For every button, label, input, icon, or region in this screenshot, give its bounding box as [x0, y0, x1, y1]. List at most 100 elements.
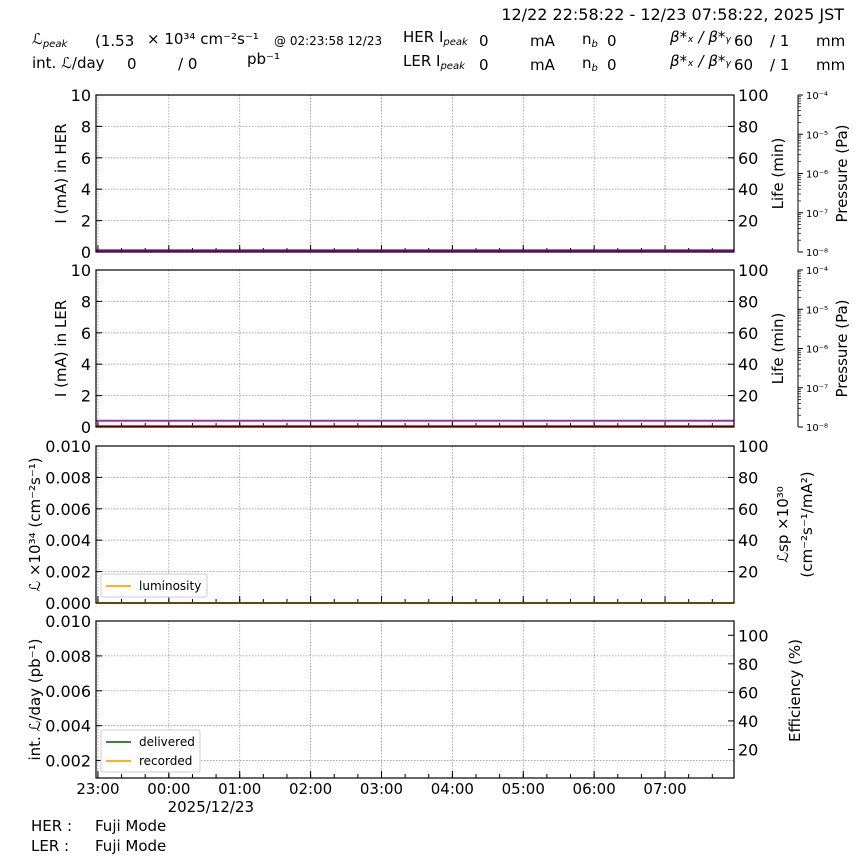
- right-y-tick-label: 40: [738, 355, 758, 374]
- legend: delivered recorded: [100, 729, 201, 773]
- ler-nb-value: 0: [607, 56, 617, 74]
- y-tick-label: 4: [81, 180, 91, 199]
- right-y-tick-label: 20: [738, 387, 758, 406]
- ler-beta-x: 60: [734, 56, 754, 74]
- her-nb-label: nb: [582, 32, 598, 50]
- right-y-tick-label: 20: [738, 212, 758, 231]
- legend-label: delivered: [139, 735, 195, 749]
- y-tick-label: 0.004: [45, 717, 91, 736]
- right-axis-label: ℒsp ×10³⁰: [774, 486, 792, 563]
- x-tick-label: 04:00: [431, 780, 474, 798]
- her-nb: n: [582, 30, 592, 48]
- her-sub: peak: [443, 37, 468, 48]
- right-y-tick-label: 60: [738, 324, 758, 343]
- ler-beta-unit: mm: [816, 56, 846, 74]
- pressure-tick-label: 10⁻⁵: [806, 130, 828, 141]
- panel-3: 0.000 0.002 0.004 0.006 0.008 0.010 20 40 60 80 10…: [26, 437, 816, 613]
- y-tick-label: 0: [81, 243, 91, 262]
- x-tick-label: 05:00: [502, 780, 545, 798]
- y-tick-label: 2: [81, 212, 91, 231]
- time-range: 12/22 22:58:22 - 12/23 07:58:22, 2025 JS…: [501, 5, 844, 24]
- lpeak-unit: × 10³⁴ cm⁻²s⁻¹: [147, 30, 259, 48]
- her-mode-label: HER :: [31, 817, 73, 835]
- y-tick-label: 0.008: [45, 647, 91, 666]
- legend-box: [100, 573, 208, 598]
- y-tick-label: 0.006: [45, 682, 91, 701]
- y-tick-label: 6: [81, 149, 91, 168]
- panel-2: 0 2 4 6 8 10 20 40 60 80 100 I (mA) in LER Life (min…: [52, 261, 851, 437]
- right-y-tick-label: 40: [738, 180, 758, 199]
- y-axis-label: I (mA) in HER: [52, 123, 70, 223]
- lpeak-label: ℒpeak: [32, 32, 67, 50]
- right-y-tick-label: 60: [738, 149, 758, 168]
- right-y-tick-label: 40: [738, 712, 758, 731]
- pressure-tick-label: 10⁻⁶: [806, 170, 828, 181]
- right-axis-label-units: (cm⁻²s⁻¹/mA²): [798, 471, 816, 577]
- right-y-tick-label: 20: [738, 563, 758, 582]
- right-y-tick-label: 80: [738, 117, 758, 136]
- her-nb-value: 0: [607, 32, 617, 50]
- lpeak-value: (1.53: [95, 32, 135, 50]
- her-beta-y: / 1: [770, 32, 790, 50]
- her-ipeak-unit: mA: [530, 32, 555, 50]
- y-tick-label: 0.002: [45, 752, 91, 771]
- y-tick-label: 0.010: [45, 612, 91, 631]
- right-y-tick-label: 80: [738, 655, 758, 674]
- y-tick-label: 8: [81, 292, 91, 311]
- x-tick-label: 02:00: [289, 780, 332, 798]
- right-y-tick-label: 100: [738, 626, 769, 645]
- intl-total: / 0: [178, 55, 198, 73]
- right-y-tick-label: 80: [738, 468, 758, 487]
- right-y-tick-label: 100: [738, 437, 769, 456]
- pressure-tick-label: 10⁻⁵: [806, 305, 828, 316]
- y-axis-label: int. ℒ/day (pb⁻¹): [26, 639, 44, 761]
- y-tick-label: 8: [81, 117, 91, 136]
- y-tick-label: 6: [81, 324, 91, 343]
- legend: luminosity: [100, 573, 208, 598]
- right-y-tick-label: 100: [738, 86, 769, 105]
- right-axis-label: Efficiency (%): [786, 639, 804, 742]
- ler-label: LER I: [403, 52, 441, 70]
- intl-unit: pb⁻¹: [247, 50, 280, 68]
- panel-4: 0.002 0.004 0.006 0.008 0.010 20 40 60 80 100 int.…: [26, 612, 804, 816]
- plot-frame: [95, 269, 735, 428]
- her-ipeak-value: 0: [479, 32, 489, 50]
- ler-sub: peak: [440, 61, 465, 72]
- y-tick-label: 0.002: [45, 563, 91, 582]
- legend-label: luminosity: [139, 579, 201, 593]
- x-tick-label: 06:00: [573, 780, 616, 798]
- x-tick-label: 03:00: [360, 780, 403, 798]
- x-tick-label: 00:00: [147, 780, 190, 798]
- legend-label: recorded: [139, 754, 192, 768]
- pressure-tick-label: 10⁻⁸: [806, 423, 828, 434]
- y-axis-label: I (mA) in LER: [52, 300, 70, 397]
- y-tick-label: 0.004: [45, 531, 91, 550]
- panel-1: 0 2 4 6 8 10 20 40 60 80 100 I (mA) in HER Life (min…: [52, 86, 851, 262]
- ler-mode-label: LER :: [31, 837, 70, 855]
- y-tick-label: 0.010: [45, 437, 91, 456]
- ler-ipeak-label: LER Ipeak: [403, 54, 465, 72]
- right-y-tick-label: 60: [738, 683, 758, 702]
- y-tick-label: 0.008: [45, 468, 91, 487]
- y-tick-label: 2: [81, 387, 91, 406]
- pressure-tick-label: 10⁻⁷: [806, 384, 828, 395]
- ler-mode: Fuji Mode: [95, 837, 167, 855]
- ler-beta-label: β*ₓ / β*ᵧ: [670, 52, 731, 70]
- lpeak-time: @ 02:23:58 12/23: [274, 34, 383, 48]
- her-nb-sub: b: [591, 39, 598, 50]
- y-tick-label: 4: [81, 355, 91, 374]
- x-date-label: 2025/12/23: [168, 798, 254, 816]
- lpeak-sub: peak: [42, 39, 68, 50]
- y-tick-label: 10: [71, 261, 91, 280]
- ler-ipeak-unit: mA: [530, 56, 555, 74]
- ler-nb-label: nb: [582, 56, 598, 74]
- her-beta-unit: mm: [816, 32, 846, 50]
- ler-ipeak-value: 0: [479, 56, 489, 74]
- plot-frame: [95, 620, 735, 779]
- right-axis-label: Life (min): [769, 313, 787, 385]
- pressure-tick-label: 10⁻⁴: [806, 266, 828, 277]
- intl-label: int. ℒ/day: [32, 54, 105, 72]
- plot-frame: [95, 94, 735, 253]
- x-tick-label: 07:00: [643, 780, 686, 798]
